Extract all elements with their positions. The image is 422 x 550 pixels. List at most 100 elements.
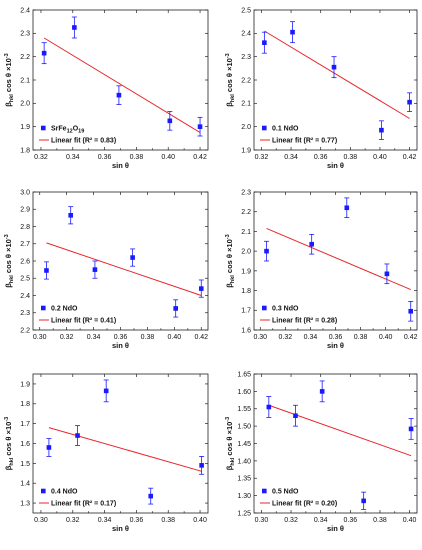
legend-label-series: 0.3 NdO <box>272 306 299 313</box>
data-point <box>408 426 414 432</box>
legend-subscript: 19 <box>78 129 84 135</box>
y-tick-label: 2.0 <box>241 249 251 256</box>
x-tick-label: 0.40 <box>161 154 175 161</box>
y-tick-label: 1.6 <box>20 441 30 448</box>
data-point <box>293 413 298 418</box>
data-point <box>384 271 390 277</box>
y-title-main: β <box>4 465 13 470</box>
y-tick-label: 1.7 <box>20 421 30 428</box>
x-tick-label: 0.30 <box>255 517 269 524</box>
legend-label-fit: Linear fit (R² = 0.41) <box>51 318 116 325</box>
y-axis-title: βhkl cos θ ×10-3 <box>4 234 15 287</box>
data-point <box>198 286 204 291</box>
y-title-main: β <box>4 283 13 288</box>
y-tick-label: 2.2 <box>20 54 30 61</box>
y-tick-label: 1.55 <box>237 406 251 413</box>
y-tick-label: 2.3 <box>20 31 30 38</box>
y-tick-label: 2.7 <box>20 241 30 248</box>
legend-marker <box>262 125 267 131</box>
data-point <box>148 493 154 499</box>
data-point <box>309 241 314 247</box>
x-tick-label: 0.32 <box>66 517 80 524</box>
y-title-sub: hkl <box>230 94 236 102</box>
y-tick-label: 1.7 <box>241 308 251 315</box>
data-point <box>68 212 73 218</box>
fit-line <box>266 228 411 291</box>
y-axis-title: βhkl cos θ ×10-3 <box>225 53 236 106</box>
data-point <box>361 498 366 504</box>
y-title-sup: -3 <box>4 234 10 239</box>
legend-subscript: 12 <box>67 129 73 135</box>
y-title-sup: -3 <box>225 53 231 58</box>
y-axis-title: βhkl cos θ ×10-3 <box>4 417 15 470</box>
y-tick-label: 1.50 <box>237 424 251 431</box>
y-tick-label: 1.8 <box>20 401 30 408</box>
x-tick-label: 0.36 <box>329 334 343 341</box>
x-axis-title: sin θ <box>327 524 344 533</box>
y-title-main: β <box>225 465 234 470</box>
y-title-sub: hkl <box>9 275 15 283</box>
data-point <box>262 40 267 45</box>
x-tick-label: 0.32 <box>34 154 48 161</box>
y-title-main: β <box>225 102 234 107</box>
x-tick-label: 0.42 <box>194 334 208 341</box>
legend-label-fit: Linear fit (R² = 0.77) <box>272 138 337 145</box>
y-title-sup: -3 <box>225 417 231 422</box>
y-title-sup: -3 <box>4 53 10 58</box>
data-point <box>331 64 337 70</box>
x-tick-label: 0.36 <box>114 334 128 341</box>
x-axis-title: sin θ <box>327 341 344 350</box>
legend-text-part: O <box>73 126 79 133</box>
y-title-mid: cos θ ×10 <box>225 422 234 458</box>
y-title-sup: -3 <box>225 234 231 239</box>
data-point <box>75 433 80 438</box>
data-point <box>290 29 295 35</box>
x-tick-label: 0.32 <box>279 334 293 341</box>
x-tick-label: 0.34 <box>284 154 298 161</box>
y-tick-label: 2.3 <box>20 310 30 317</box>
x-tick-label: 0.34 <box>304 334 318 341</box>
legend-label-series: 0.5 NdO <box>272 489 299 496</box>
legend-marker <box>41 305 46 311</box>
data-point <box>319 389 325 394</box>
legend-marker <box>41 488 46 494</box>
legend-text-part: SrFe <box>51 126 67 133</box>
legend-label-fit: Linear fit (R² = 0.28) <box>272 318 337 325</box>
y-title-sub: hkl <box>9 94 15 102</box>
legend-label-series: 0.1 NdO <box>272 126 299 133</box>
y-tick-label: 2.2 <box>20 327 30 334</box>
data-point <box>264 248 269 254</box>
x-tick-label: 0.34 <box>87 334 101 341</box>
legend-marker <box>262 305 267 311</box>
chart-panel-f: 0.30 0.32 0.34 0.36 0.38 0.40 1.25 1.30 1.35 1.40… <box>225 371 418 533</box>
x-tick-label: 0.34 <box>314 517 328 524</box>
chart-panel-b: 0.32 0.34 0.36 0.38 0.40 0.42 1.9 2.0 2.1 2.2 2.3 2… <box>225 7 418 170</box>
y-tick-label: 2.4 <box>241 31 251 38</box>
y-tick-label: 2.4 <box>20 7 30 14</box>
x-tick-label: 0.40 <box>168 334 182 341</box>
y-tick-label: 1.40 <box>237 458 251 465</box>
data-point <box>116 92 122 98</box>
fit-line <box>43 37 201 133</box>
y-tick-label: 1.35 <box>237 476 251 483</box>
x-tick-label: 0.40 <box>193 517 207 524</box>
legend-label-fit: Linear fit (R² = 0.83) <box>51 138 116 145</box>
y-tick-label: 1.4 <box>20 481 30 488</box>
legend-label-fit: Linear fit (R² = 0.20) <box>272 501 337 508</box>
data-point <box>103 388 109 394</box>
y-axis-title: βhkl cos θ ×10-3 <box>4 53 15 106</box>
x-axis-title: sin θ <box>112 341 129 350</box>
x-tick-label: 0.40 <box>379 334 393 341</box>
x-tick-label: 0.38 <box>354 334 368 341</box>
y-tick-label: 2.8 <box>20 224 30 231</box>
y-title-mid: cos θ ×10 <box>4 239 13 275</box>
y-title-mid: cos θ ×10 <box>4 58 13 94</box>
x-tick-label: 0.38 <box>373 517 387 524</box>
y-tick-label: 1.45 <box>237 441 251 448</box>
data-point <box>41 50 47 56</box>
y-title-main: β <box>4 102 13 107</box>
y-tick-label: 3.0 <box>20 189 30 196</box>
data-point <box>130 255 135 260</box>
x-tick-label: 0.32 <box>284 517 298 524</box>
y-tick-label: 2.2 <box>241 209 251 216</box>
